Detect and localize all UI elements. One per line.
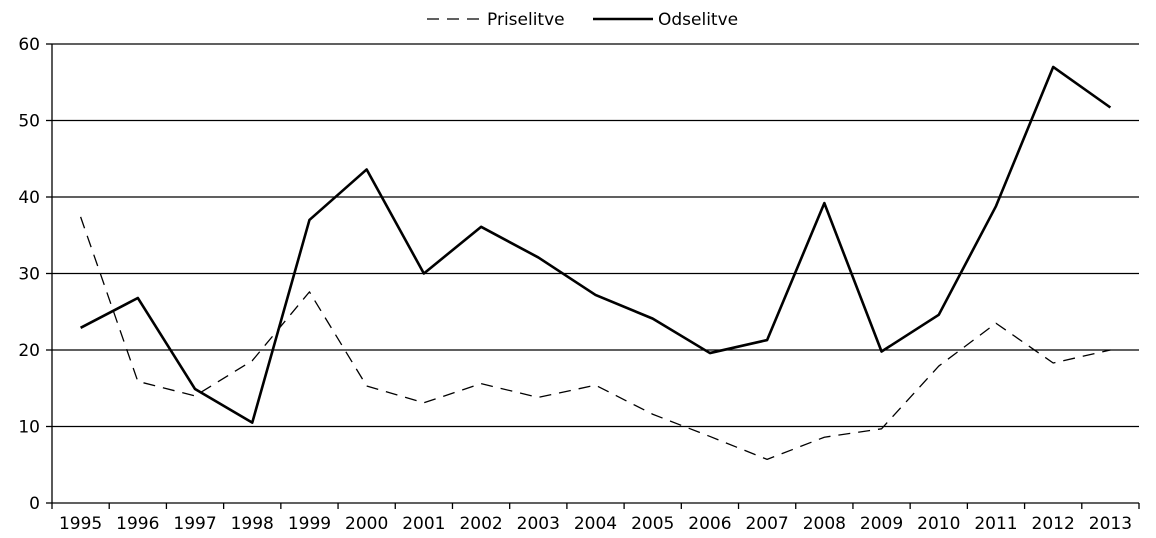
y-tick-label-20: 20 — [18, 341, 40, 361]
point-priselitve-2006 — [707, 433, 713, 439]
x-tick-label-2008: 2008 — [803, 514, 846, 534]
point-priselitve-2005 — [650, 411, 656, 417]
point-odselitve-1995 — [78, 325, 84, 331]
series-line-priselitve — [79, 216, 1111, 461]
point-odselitve-2004 — [593, 292, 599, 298]
x-tick-label-2009: 2009 — [860, 514, 903, 534]
legend: Priselitve Odselitve — [427, 10, 738, 30]
x-tick-label-2003: 2003 — [517, 514, 560, 534]
point-odselitve-2000 — [364, 166, 370, 172]
x-tick-label-2000: 2000 — [345, 514, 388, 534]
point-priselitve-2012 — [1050, 360, 1056, 366]
y-tick-label-50: 50 — [18, 112, 40, 132]
point-priselitve-1999 — [306, 289, 312, 295]
point-odselitve-2003 — [535, 254, 541, 260]
point-priselitve-1997 — [192, 393, 198, 399]
x-tick-label-1995: 1995 — [59, 514, 102, 534]
point-odselitve-2005 — [650, 316, 656, 322]
point-odselitve-2006 — [707, 350, 713, 356]
point-odselitve-2002 — [478, 224, 484, 230]
point-priselitve-2008 — [821, 434, 827, 440]
point-odselitve-2013 — [1107, 104, 1113, 110]
point-odselitve-2008 — [821, 200, 827, 206]
x-tick-label-2013: 2013 — [1089, 514, 1132, 534]
point-odselitve-2009 — [879, 349, 885, 355]
y-axis-ticks: 0 10 20 30 40 50 60 — [18, 35, 52, 514]
x-tick-label-2010: 2010 — [917, 514, 960, 534]
x-tick-label-2006: 2006 — [688, 514, 731, 534]
series-group — [78, 64, 1113, 462]
point-priselitve-1996 — [135, 378, 141, 384]
gridlines — [52, 43, 1139, 428]
point-priselitve-2000 — [364, 383, 370, 389]
point-odselitve-1999 — [306, 217, 312, 223]
x-tick-label-2002: 2002 — [459, 514, 502, 534]
x-axis-ticks: 1995 1996 1997 1998 1999 2000 2001 2002 2003 2004… — [51, 503, 1140, 534]
x-tick-label-1996: 1996 — [116, 514, 159, 534]
y-tick-label-30: 30 — [18, 265, 40, 285]
point-priselitve-2004 — [593, 382, 599, 388]
x-tick-label-2004: 2004 — [574, 514, 617, 534]
point-priselitve-2011 — [993, 320, 999, 326]
x-tick-label-1997: 1997 — [173, 514, 216, 534]
y-tick-label-60: 60 — [18, 35, 40, 55]
point-priselitve-2009 — [879, 426, 885, 432]
point-odselitve-1996 — [135, 295, 141, 301]
point-odselitve-1997 — [192, 386, 198, 392]
series-line-odselitve — [80, 65, 1112, 424]
x-tick-label-1998: 1998 — [231, 514, 274, 534]
point-priselitve-2013 — [1107, 347, 1113, 353]
x-tick-label-2005: 2005 — [631, 514, 674, 534]
y-tick-label-10: 10 — [18, 418, 40, 438]
point-odselitve-2001 — [421, 271, 427, 277]
y-tick-label-40: 40 — [18, 188, 40, 208]
point-odselitve-2007 — [764, 337, 770, 343]
point-priselitve-1998 — [249, 358, 255, 364]
x-tick-label-2011: 2011 — [974, 514, 1017, 534]
point-priselitve-2001 — [421, 400, 427, 406]
point-odselitve-2011 — [993, 203, 999, 209]
point-priselitve-2002 — [478, 381, 484, 387]
point-priselitve-2007 — [764, 456, 770, 462]
point-priselitve-2010 — [936, 363, 942, 369]
legend-label-priselitve: Priselitve — [487, 10, 565, 30]
y-tick-label-0: 0 — [29, 494, 40, 514]
x-tick-label-1999: 1999 — [288, 514, 331, 534]
legend-label-odselitve: Odselitve — [658, 10, 738, 30]
point-priselitve-1995 — [78, 214, 84, 220]
x-tick-label-2007: 2007 — [745, 514, 788, 534]
point-priselitve-2003 — [535, 394, 541, 400]
x-tick-label-2001: 2001 — [402, 514, 445, 534]
point-odselitve-2012 — [1050, 64, 1056, 70]
x-tick-label-2012: 2012 — [1032, 514, 1075, 534]
point-odselitve-2010 — [936, 312, 942, 318]
point-odselitve-1998 — [249, 420, 255, 426]
